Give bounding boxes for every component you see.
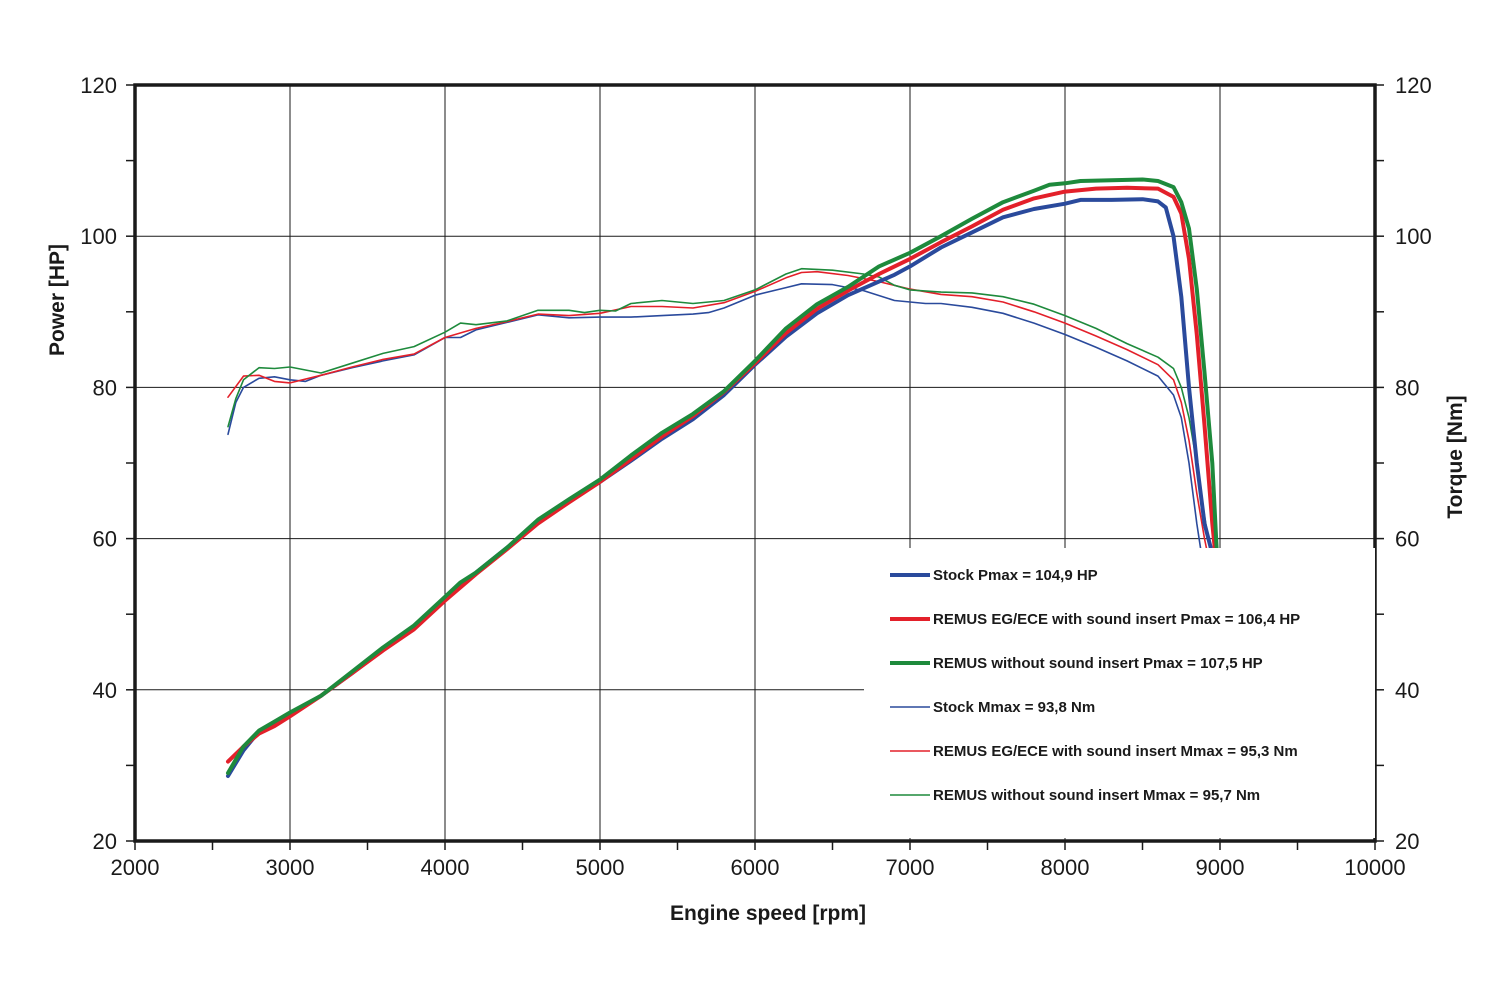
x-tick-label: 10000 bbox=[1344, 855, 1405, 880]
y-tick-label-left: 120 bbox=[80, 73, 117, 98]
legend-label-0: Stock Pmax = 104,9 HP bbox=[933, 567, 1098, 584]
plot-frame bbox=[133, 83, 1377, 843]
y-tick-label-left: 20 bbox=[93, 829, 117, 854]
series-line-4 bbox=[227, 270, 1209, 555]
x-tick-label: 7000 bbox=[886, 855, 935, 880]
x-tick-label: 8000 bbox=[1041, 855, 1090, 880]
x-tick-label: 3000 bbox=[266, 855, 315, 880]
y-axis-title-left: Power [HP] bbox=[46, 244, 69, 356]
x-tick-label: 2000 bbox=[111, 855, 160, 880]
y-tick-label-left: 80 bbox=[93, 375, 117, 400]
y-tick-label-right: 100 bbox=[1395, 224, 1432, 249]
legend-label-3: Stock Mmax = 93,8 Nm bbox=[933, 699, 1095, 716]
series-lines bbox=[226, 177, 1219, 778]
legend: Stock Pmax = 104,9 HP REMUS EG/ECE with s… bbox=[864, 548, 1375, 838]
legend-label-2: REMUS without sound insert Pmax = 107,5 … bbox=[933, 655, 1263, 672]
x-tick-label: 6000 bbox=[731, 855, 780, 880]
y-tick-label-left: 60 bbox=[93, 527, 117, 552]
y-tick-label-right: 120 bbox=[1395, 73, 1432, 98]
grid-lines bbox=[135, 85, 1375, 841]
x-tick-label: 5000 bbox=[576, 855, 625, 880]
legend-background bbox=[864, 548, 1375, 838]
legend-label-1: REMUS EG/ECE with sound insert Pmax = 10… bbox=[933, 611, 1300, 628]
y-tick-label-right: 20 bbox=[1395, 829, 1419, 854]
y-axis-title-right: Torque [Nm] bbox=[1444, 395, 1467, 518]
y-tick-label-right: 40 bbox=[1395, 678, 1419, 703]
x-tick-label: 4000 bbox=[421, 855, 470, 880]
y-tick-label-left: 100 bbox=[80, 224, 117, 249]
y-tick-label-right: 60 bbox=[1395, 527, 1419, 552]
x-axis-title: Engine speed [rpm] bbox=[670, 902, 866, 925]
series-line-5 bbox=[227, 267, 1212, 555]
y-tick-label-right: 80 bbox=[1395, 375, 1419, 400]
y-tick-label-left: 40 bbox=[93, 678, 117, 703]
legend-label-4: REMUS EG/ECE with sound insert Mmax = 95… bbox=[933, 743, 1298, 760]
x-tick-label: 9000 bbox=[1196, 855, 1245, 880]
series-line-2 bbox=[226, 177, 1219, 775]
series-line-3 bbox=[227, 283, 1203, 555]
legend-label-5: REMUS without sound insert Mmax = 95,7 N… bbox=[933, 787, 1260, 804]
